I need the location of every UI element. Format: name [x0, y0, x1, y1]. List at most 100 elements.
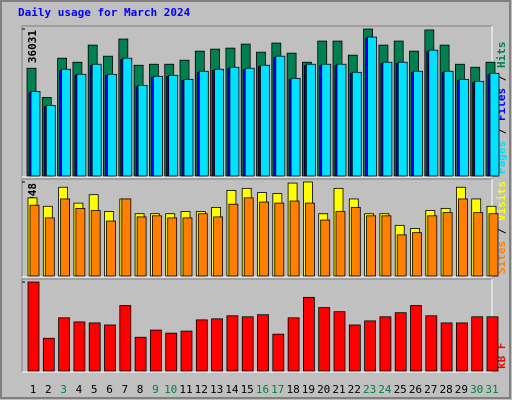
bar — [489, 72, 500, 177]
bar — [351, 71, 362, 177]
bar — [486, 316, 499, 372]
bar — [442, 212, 453, 277]
legend-entry: Visits — [495, 181, 508, 221]
bar — [165, 332, 178, 372]
bar — [119, 305, 132, 372]
x-tick-label: 29 — [455, 383, 468, 396]
bar — [106, 220, 116, 277]
x-tick-label: 24 — [378, 383, 392, 396]
x-tick-label: 15 — [241, 383, 254, 396]
bar — [443, 70, 454, 177]
x-tick-label: 8 — [137, 383, 144, 396]
bar — [60, 198, 70, 277]
x-tick-label: 30 — [470, 383, 483, 396]
bar — [394, 312, 407, 372]
bar — [304, 202, 315, 277]
bar — [321, 63, 332, 177]
bar — [257, 314, 269, 372]
bar — [88, 322, 101, 372]
bar — [226, 315, 239, 372]
bar — [396, 234, 407, 277]
bar — [348, 324, 361, 372]
x-tick-label: 1 — [30, 383, 37, 396]
bar — [289, 200, 300, 277]
bar — [350, 206, 361, 277]
bar — [410, 305, 422, 372]
bar — [167, 217, 178, 277]
bar — [137, 84, 148, 177]
bar — [425, 315, 438, 372]
x-tick-label: 17 — [271, 383, 284, 396]
bar — [91, 63, 102, 177]
bar — [474, 80, 485, 177]
bar — [367, 36, 378, 177]
bar — [244, 67, 255, 177]
bar — [440, 322, 453, 372]
x-tick-label: 18 — [286, 383, 299, 396]
x-tick-label: 23 — [363, 383, 376, 396]
bar — [44, 217, 55, 277]
x-tick-label: 12 — [195, 383, 208, 396]
bar — [335, 211, 346, 277]
bar — [76, 73, 87, 177]
bar — [107, 73, 117, 177]
bar — [241, 316, 254, 372]
bar — [104, 324, 116, 372]
x-tick-label: 6 — [106, 383, 113, 396]
y-tick-label: 36031 — [26, 30, 39, 63]
bar — [151, 215, 162, 277]
bar — [134, 336, 147, 372]
bar — [61, 68, 71, 177]
chart-title: Daily usage for March 2024 — [18, 6, 191, 19]
bar — [455, 322, 468, 372]
x-tick-label: 13 — [210, 383, 223, 396]
bar — [182, 217, 193, 277]
bar — [287, 317, 300, 372]
legend-entry: Hits — [495, 42, 508, 69]
bar — [290, 77, 301, 177]
bar — [382, 61, 393, 177]
bar — [272, 333, 285, 372]
bar — [302, 296, 315, 372]
x-tick-label: 25 — [394, 383, 407, 396]
bar — [275, 55, 286, 177]
bar — [457, 198, 468, 277]
x-tick-label: 4 — [76, 383, 83, 396]
bar — [30, 91, 41, 177]
bar — [42, 337, 55, 372]
bar — [183, 78, 194, 177]
x-tick-label: 11 — [179, 383, 192, 396]
bar — [195, 319, 208, 372]
bar — [397, 61, 408, 177]
bar — [29, 204, 40, 277]
bar — [228, 203, 239, 277]
bar — [75, 207, 86, 277]
bar — [379, 316, 392, 372]
x-tick-label: 5 — [91, 383, 98, 396]
bar — [471, 316, 484, 372]
bar — [152, 75, 163, 177]
x-tick-label: 28 — [439, 383, 452, 396]
bar — [412, 232, 422, 277]
bar — [305, 63, 316, 177]
bar — [274, 202, 285, 277]
x-tick-label: 14 — [225, 383, 239, 396]
bar — [320, 219, 331, 277]
bar — [45, 105, 56, 177]
bar — [27, 281, 40, 372]
bar — [488, 213, 499, 277]
bar — [73, 321, 86, 372]
x-tick-label: 22 — [348, 383, 361, 396]
x-tick-label: 16 — [256, 383, 269, 396]
x-tick-label: 7 — [121, 383, 128, 396]
bar — [259, 201, 269, 277]
x-tick-label: 27 — [424, 383, 437, 396]
x-tick-label: 20 — [317, 383, 330, 396]
bar — [427, 215, 438, 277]
bar — [333, 311, 346, 372]
bar — [473, 212, 484, 277]
x-tick-label: 10 — [164, 383, 177, 396]
